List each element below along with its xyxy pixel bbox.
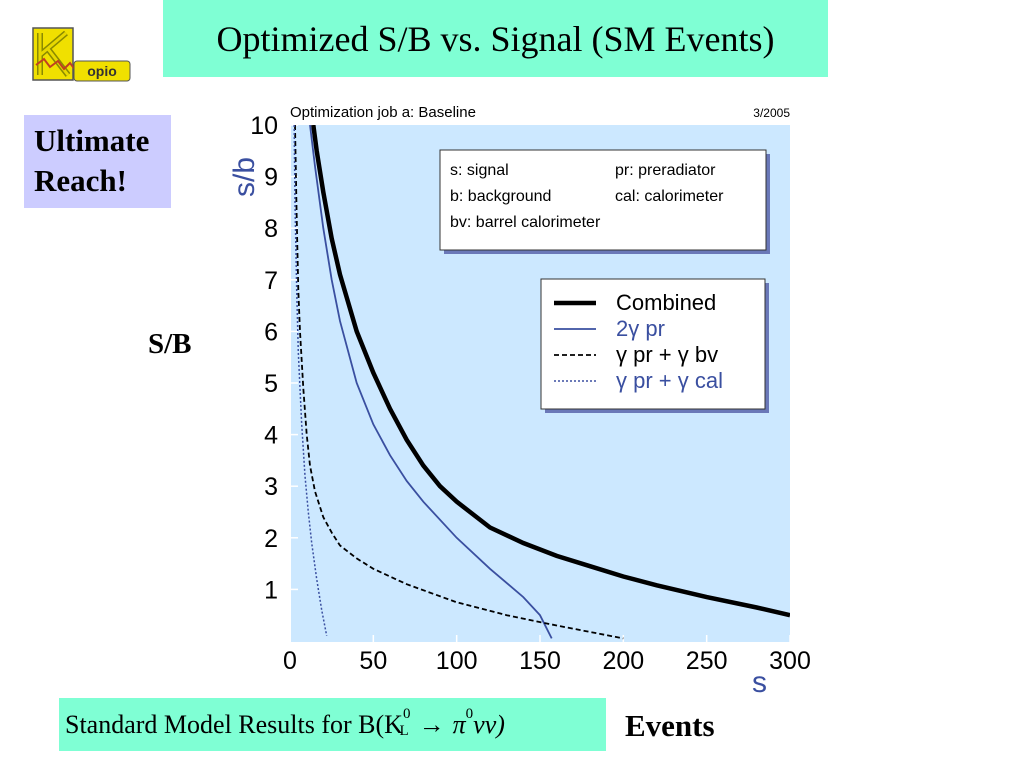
definition-right: cal: calorimeter bbox=[615, 188, 724, 205]
footer-caption: Standard Model Results for B(K 0 L → π 0… bbox=[59, 698, 606, 751]
definitions-box: s: signal pr: preradiator b: background cal… bbox=[439, 149, 770, 254]
series-line-0 bbox=[311, 125, 790, 618]
legend-panel bbox=[540, 278, 766, 410]
logo-text: opio bbox=[87, 63, 117, 79]
chart-date: 3/2005 bbox=[753, 106, 790, 120]
legend-label-0: Combined bbox=[616, 290, 716, 315]
series-line-2 bbox=[294, 125, 624, 640]
y-tick-label: 6 bbox=[264, 318, 278, 346]
series-line-3 bbox=[293, 125, 328, 636]
ultimate-reach-callout: Ultimate Reach! bbox=[24, 115, 171, 208]
legend-label-1: 2γ pr bbox=[616, 316, 665, 341]
y-tick-label: 9 bbox=[264, 164, 278, 192]
side-ylabel: S/B bbox=[148, 328, 192, 360]
x-tick-label: 300 bbox=[769, 647, 811, 675]
y-axis-label: s/b bbox=[228, 157, 261, 197]
x-axis-label: s bbox=[752, 666, 767, 695]
footer-pi-sup: 0 bbox=[465, 706, 474, 722]
x-tick-label: 200 bbox=[602, 647, 644, 675]
y-tick-label: 10 bbox=[250, 112, 278, 140]
footer-pi: π bbox=[452, 709, 466, 739]
x-tick-label: 150 bbox=[519, 647, 561, 675]
chart-container: 1 2 3 4 5 6 7 8 9 10 0 50 100 150 200 250 300 Optimizati… bbox=[218, 95, 818, 699]
y-tick-label: 8 bbox=[264, 215, 278, 243]
y-tick-label: 7 bbox=[264, 267, 278, 295]
kopio-logo: opio bbox=[30, 25, 135, 87]
definitions-panel bbox=[439, 149, 767, 251]
y-tick-label: 4 bbox=[264, 422, 278, 450]
reach-line-1: Ultimate bbox=[34, 123, 150, 158]
definition-left: b: background bbox=[450, 188, 551, 205]
slide-title: Optimized S/B vs. Signal (SM Events) bbox=[216, 18, 775, 59]
series-line-1 bbox=[309, 125, 553, 639]
y-tick-label: 2 bbox=[264, 525, 278, 553]
definition-left: s: signal bbox=[450, 162, 509, 179]
chart-title: Optimization job a: Baseline bbox=[290, 104, 476, 121]
legend-label-2: γ pr + γ bv bbox=[616, 342, 718, 367]
y-tick-label: 1 bbox=[264, 576, 278, 604]
x-tick-label: 50 bbox=[359, 647, 387, 675]
kopio-logo-graphic: opio bbox=[32, 27, 131, 82]
legend-label-3: γ pr + γ cal bbox=[616, 368, 723, 393]
series-lines bbox=[293, 125, 790, 640]
y-tick-label: 5 bbox=[264, 370, 278, 398]
x-tick-label: 0 bbox=[283, 647, 297, 675]
footer-k-sup: 0 bbox=[402, 706, 411, 722]
footer-k-sub: L bbox=[399, 723, 409, 739]
footer-prefix: Standard Model Results for B(K bbox=[65, 709, 403, 739]
definition-left: bv: barrel calorimeter bbox=[450, 214, 601, 231]
x-tick-label: 100 bbox=[436, 647, 478, 675]
definition-right: pr: preradiator bbox=[615, 162, 716, 179]
y-tick-label: 3 bbox=[264, 473, 278, 501]
side-xlabel: Events bbox=[625, 708, 715, 743]
reach-line-2: Reach! bbox=[34, 163, 127, 198]
x-tick-label: 250 bbox=[686, 647, 728, 675]
footer-end: νν) bbox=[473, 709, 505, 739]
slide-title-box: Optimized S/B vs. Signal (SM Events) bbox=[163, 0, 828, 77]
footer-arrow: → bbox=[418, 709, 445, 739]
